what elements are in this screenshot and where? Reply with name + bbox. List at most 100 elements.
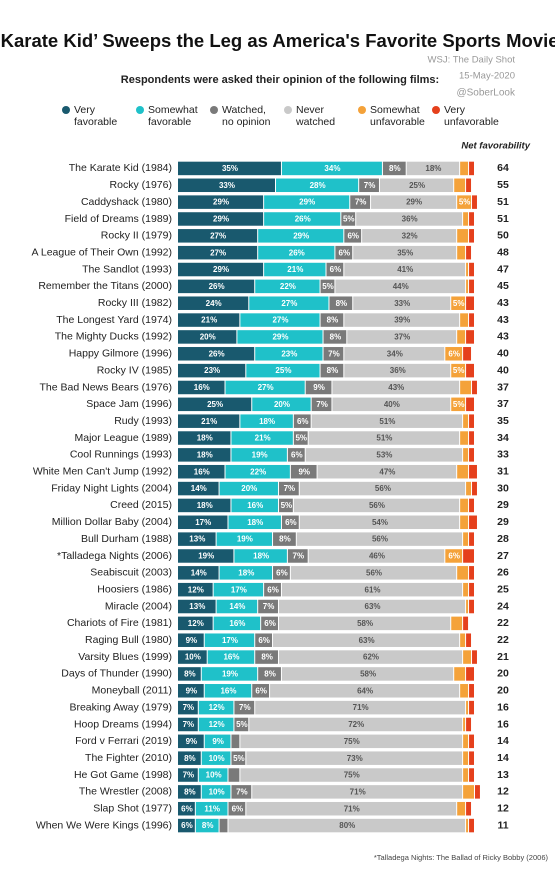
bar-segment xyxy=(228,768,240,782)
category-label: Field of Dreams (1989) xyxy=(65,213,172,225)
bar-segment xyxy=(178,178,276,193)
bar-segment xyxy=(469,464,477,479)
category-label: Breaking Away (1979) xyxy=(69,701,172,713)
value-label: 17% xyxy=(195,518,211,527)
value-label: 14% xyxy=(191,568,207,577)
value-label: 22% xyxy=(250,467,266,476)
bar-segment xyxy=(460,498,469,513)
bar-segment xyxy=(231,734,240,749)
value-label: 7% xyxy=(183,703,195,712)
value-label: 6% xyxy=(291,450,303,459)
bar-segment xyxy=(207,650,255,664)
bar-segment xyxy=(463,347,472,361)
value-label: 22% xyxy=(280,282,296,291)
value-label: 16% xyxy=(194,383,210,392)
category-label: Ford v Ferrari (2019) xyxy=(75,735,172,747)
value-label: 12% xyxy=(188,585,204,594)
bar-segment xyxy=(460,431,469,445)
bar-segment xyxy=(323,330,347,344)
bar-segment xyxy=(178,700,198,715)
net-favorability: 14 xyxy=(497,752,509,764)
bar-segment xyxy=(178,161,281,176)
bar-segment xyxy=(472,380,477,395)
net-favorability: 30 xyxy=(497,482,509,494)
value-label: 6% xyxy=(267,585,279,594)
bar-segment xyxy=(204,684,252,698)
value-label: 29% xyxy=(406,198,422,207)
value-label: 5% xyxy=(453,299,465,308)
bar-segment xyxy=(469,751,474,765)
category-label: The Fighter (2010) xyxy=(85,752,172,764)
value-label: 64% xyxy=(357,686,373,695)
value-label: 75% xyxy=(344,771,360,780)
value-label: 18% xyxy=(197,501,213,510)
bar-segment xyxy=(287,549,308,563)
bar-segment xyxy=(463,212,469,226)
value-label: 46% xyxy=(369,552,385,561)
bar-segment xyxy=(466,801,472,816)
bar-segment xyxy=(201,751,231,765)
bar-segment xyxy=(469,414,474,428)
bar-segment xyxy=(344,347,445,361)
bar-segment xyxy=(240,313,320,327)
net-favorability: 22 xyxy=(497,634,509,646)
net-favorability: 35 xyxy=(497,415,509,427)
bar-segment xyxy=(451,616,463,631)
category-label: Remember the Titans (2000) xyxy=(38,280,172,292)
bar-segment xyxy=(258,599,278,614)
bar-segment xyxy=(231,431,293,445)
value-label: 6% xyxy=(181,821,193,830)
value-label: 28% xyxy=(310,181,326,190)
value-label: 37% xyxy=(394,333,410,342)
category-label: Chariots of Fire (1981) xyxy=(67,617,172,629)
value-label: 25% xyxy=(207,400,223,409)
bar-segment xyxy=(344,262,466,277)
legend-label: Very unfavorable xyxy=(444,104,499,128)
category-label: Varsity Blues (1999) xyxy=(78,651,172,663)
value-label: 8% xyxy=(184,754,196,763)
source: WSJ: The Daily Shot xyxy=(428,55,516,66)
net-favorability: 37 xyxy=(497,398,509,410)
legend-item: Very favorable xyxy=(62,104,130,128)
bar-segment xyxy=(463,785,474,799)
bar-segment xyxy=(178,582,213,597)
bar-segment xyxy=(290,464,317,479)
value-label: 12% xyxy=(209,720,225,729)
bar-segment xyxy=(454,667,466,681)
net-favorability: 27 xyxy=(497,550,509,562)
bar-segment xyxy=(305,380,332,395)
value-label: 18% xyxy=(247,518,263,527)
bar-segment xyxy=(382,161,406,176)
handle: @SoberLook xyxy=(456,88,516,99)
category-label: Rocky (1976) xyxy=(110,179,172,191)
bar-segment xyxy=(466,599,469,614)
value-label: 71% xyxy=(344,804,360,813)
value-label: 7% xyxy=(328,349,340,358)
bar-segment xyxy=(178,684,204,698)
legend-item: Never watched xyxy=(284,104,352,128)
bar-segment xyxy=(463,549,474,563)
bar-segment xyxy=(178,801,195,816)
bar-segment xyxy=(463,448,469,462)
net-favorability: 12 xyxy=(497,786,509,798)
bar-segment xyxy=(469,684,474,698)
value-label: 6% xyxy=(232,804,244,813)
bar-segment xyxy=(178,633,204,647)
value-label: 5% xyxy=(453,400,465,409)
net-favorability: 26 xyxy=(497,567,509,579)
value-label: 9% xyxy=(313,383,325,392)
value-label: 40% xyxy=(384,400,400,409)
bar-segment xyxy=(178,751,201,765)
value-label: 8% xyxy=(330,333,342,342)
bar-segment xyxy=(219,818,228,833)
bar-segment xyxy=(255,279,320,294)
bar-segment xyxy=(469,582,474,597)
bar-segment xyxy=(198,717,234,732)
value-label: 5% xyxy=(459,198,471,207)
net-favorability: 16 xyxy=(497,701,509,713)
bar-segment xyxy=(469,448,474,462)
bar-segment xyxy=(353,245,457,260)
bar-segment xyxy=(178,313,240,327)
value-label: 29% xyxy=(213,215,229,224)
value-label: 14% xyxy=(229,602,245,611)
